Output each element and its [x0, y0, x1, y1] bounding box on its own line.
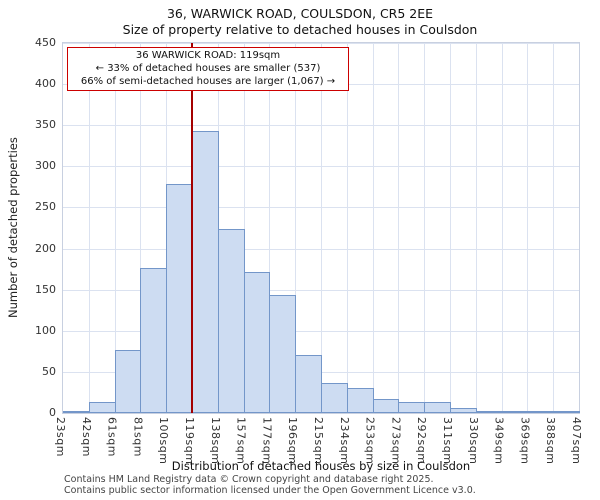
y-axis-tick-label: 50: [42, 364, 56, 378]
x-axis-tick-label: 138sqm: [208, 417, 222, 465]
vertical-gridline: [346, 43, 348, 413]
x-axis-tick-label: 215sqm: [312, 417, 325, 465]
x-axis-tick-label: 388sqm: [544, 417, 558, 465]
y-axis-tick-label: 150: [35, 282, 56, 296]
vertical-gridline: [527, 43, 529, 413]
histogram-bar: [63, 411, 90, 413]
x-axis-tick-label: 407sqm: [570, 417, 583, 465]
histogram-bar: [243, 272, 271, 413]
x-axis-tick-label: 311sqm: [441, 417, 454, 465]
vertical-gridline: [450, 43, 451, 413]
vertical-gridline: [398, 43, 400, 413]
vertical-gridline: [372, 43, 374, 413]
vertical-gridline: [269, 43, 271, 413]
histogram-bar: [475, 411, 503, 413]
y-axis-tick-label: 250: [35, 200, 56, 214]
annotation-larger: 66% of semi-detached houses are larger (…: [80, 75, 336, 87]
x-axis-tick-label: 196sqm: [286, 417, 300, 465]
vertical-gridline: [88, 43, 90, 413]
histogram-bar: [88, 402, 116, 413]
vertical-gridline: [501, 43, 503, 413]
histogram-bar: [527, 411, 555, 413]
vertical-gridline: [321, 43, 322, 413]
x-axis-tick-label: 369sqm: [518, 417, 532, 465]
x-axis-tick-label: 81sqm: [131, 417, 145, 457]
annotation-smaller: ← 33% of detached houses are smaller (53…: [95, 62, 321, 74]
histogram-bar: [398, 402, 426, 413]
histogram-bar: [372, 399, 400, 413]
histogram-bar: [553, 411, 580, 413]
y-axis-tick-label: 350: [35, 118, 56, 132]
vertical-gridline: [424, 43, 426, 413]
histogram-bar: [192, 130, 219, 413]
vertical-gridline: [475, 43, 477, 413]
vertical-gridline: [114, 43, 116, 413]
footer-licence: Contains public sector information licen…: [64, 485, 476, 496]
histogram-bar: [114, 349, 142, 413]
annotation-box: 36 WARWICK ROAD: 119sqm ← 33% of detache…: [67, 47, 349, 92]
y-axis-label: Number of detached properties: [6, 137, 20, 319]
histogram-bar: [346, 388, 374, 413]
histogram-bar: [295, 354, 322, 413]
x-axis-tick-label: 253sqm: [363, 417, 377, 465]
y-axis-tick-label: 0: [49, 406, 56, 419]
footer-copyright: Contains HM Land Registry data © Crown c…: [64, 474, 434, 485]
annotation-property: 36 WARWICK ROAD: 119sqm: [135, 50, 281, 61]
x-axis-tick-label: 23sqm: [54, 417, 67, 457]
histogram-bar: [166, 184, 193, 413]
plot-area: 36 WARWICK ROAD: 119sqm ← 33% of detache…: [62, 42, 580, 414]
x-axis-tick-label: 349sqm: [492, 417, 506, 465]
histogram-bar: [424, 401, 451, 413]
property-size-marker-line: [191, 43, 193, 413]
histogram-bar: [450, 408, 477, 413]
x-axis-tick-label: 292sqm: [415, 417, 429, 465]
y-axis-tick-label: 300: [35, 159, 56, 173]
histogram-bar: [269, 295, 297, 413]
chart-title: 36, WARWICK ROAD, COULSDON, CR5 2EE: [166, 6, 434, 21]
x-axis-label: Distribution of detached houses by size …: [171, 459, 471, 473]
y-axis-tick-label: 200: [35, 241, 56, 255]
y-axis-tick-label: 100: [35, 323, 56, 337]
x-axis-tick-label: 157sqm: [234, 417, 248, 465]
vertical-gridline: [553, 43, 555, 413]
histogram-bar: [217, 228, 245, 413]
x-axis-tick-label: 61sqm: [105, 417, 119, 457]
x-axis-tick-label: 330sqm: [466, 417, 480, 465]
vertical-gridline: [140, 43, 142, 413]
chart-subtitle: Size of property relative to detached ho…: [122, 22, 478, 37]
y-axis-tick-label: 400: [35, 77, 56, 91]
x-axis-tick-label: 42sqm: [79, 417, 93, 457]
histogram-bar: [140, 268, 168, 413]
x-axis-tick-label: 234sqm: [337, 417, 351, 465]
x-axis-tick-label: 119sqm: [183, 417, 196, 465]
vertical-gridline: [295, 43, 297, 413]
x-axis-tick-label: 100sqm: [157, 417, 171, 465]
y-axis-tick-label: 450: [35, 36, 56, 49]
x-axis-tick-label: 273sqm: [389, 417, 403, 465]
histogram-bar: [321, 382, 348, 413]
vertical-gridline: [243, 43, 245, 413]
x-axis-tick-label: 177sqm: [260, 417, 274, 465]
histogram-bar: [501, 411, 529, 413]
